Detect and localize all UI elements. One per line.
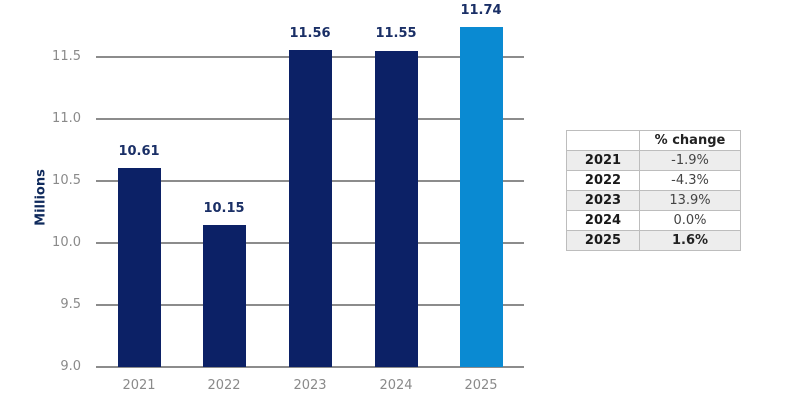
y-tick: 11.0 <box>52 111 81 126</box>
table-header-cell <box>566 130 640 151</box>
x-tick: 2022 <box>207 378 241 393</box>
table-row: 2021 -1.9% <box>566 150 741 171</box>
table-row: 2025 1.6% <box>566 230 741 251</box>
value-label: 10.61 <box>118 144 160 159</box>
change-cell: -1.9% <box>639 150 741 171</box>
bar-2021 <box>118 168 161 367</box>
table-row: 2022 -4.3% <box>566 170 741 191</box>
value-label: 11.56 <box>289 26 331 41</box>
percent-change-table: % change 2021 -1.9% 2022 -4.3% 2023 13.9… <box>566 130 741 251</box>
bar-2024 <box>375 51 418 367</box>
y-tick: 9.5 <box>60 297 81 312</box>
x-tick: 2024 <box>379 378 413 393</box>
value-label: 10.15 <box>203 201 245 216</box>
change-cell: -4.3% <box>639 170 741 191</box>
y-tick: 9.0 <box>60 359 81 374</box>
value-label: 11.55 <box>375 26 417 41</box>
year-cell: 2022 <box>566 170 640 191</box>
y-tick: 10.0 <box>52 235 81 250</box>
x-tick: 2025 <box>464 378 498 393</box>
change-cell: 13.9% <box>639 190 741 211</box>
bar-2025 <box>460 27 503 367</box>
year-cell: 2025 <box>566 230 640 251</box>
bar-2023 <box>289 50 332 367</box>
table-header-cell: % change <box>639 130 741 151</box>
y-tick: 11.5 <box>52 49 81 64</box>
x-tick: 2021 <box>122 378 156 393</box>
value-label: 11.74 <box>460 3 502 18</box>
year-cell: 2023 <box>566 190 640 211</box>
bar-2022 <box>203 225 246 367</box>
year-cell: 2021 <box>566 150 640 171</box>
table-row: 2024 0.0% <box>566 210 741 231</box>
table-header-row: % change <box>566 130 741 151</box>
change-cell: 1.6% <box>639 230 741 251</box>
year-cell: 2024 <box>566 210 640 231</box>
y-tick: 10.5 <box>52 173 81 188</box>
gridline <box>96 366 524 368</box>
x-tick: 2023 <box>293 378 327 393</box>
change-cell: 0.0% <box>639 210 741 231</box>
table-row: 2023 13.9% <box>566 190 741 211</box>
